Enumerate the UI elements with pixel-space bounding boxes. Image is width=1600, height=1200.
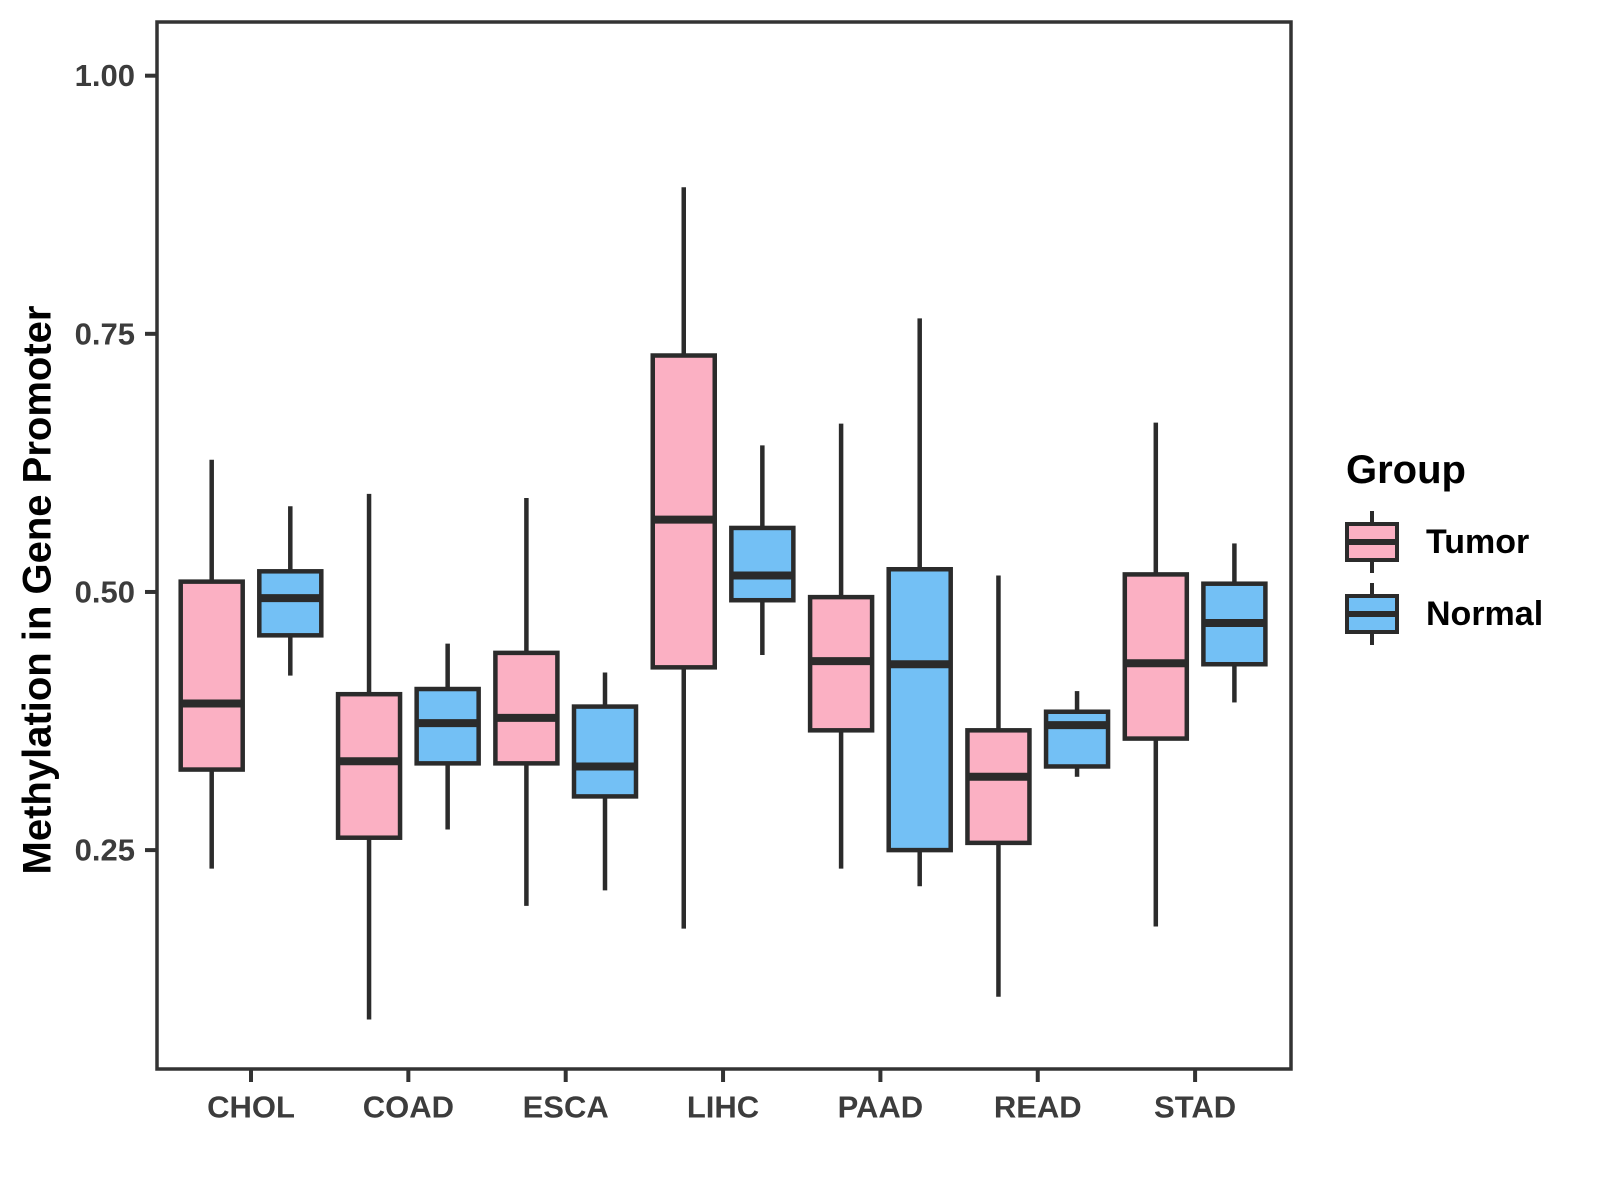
box-normal-LIHC — [729, 525, 796, 603]
legend-label-normal: Normal — [1426, 594, 1544, 633]
x-tick-label-STAD: STAD — [1154, 1090, 1236, 1125]
box-normal-CHOL — [257, 569, 324, 638]
box-normal-READ — [1043, 709, 1111, 769]
x-tick-label-COAD: COAD — [363, 1090, 454, 1125]
box-tumor-COAD — [335, 691, 403, 840]
panel-border — [155, 20, 1293, 1071]
tumor-boxplot-key-icon — [1345, 511, 1399, 573]
normal-boxplot-key-icon — [1345, 583, 1399, 645]
x-tick-label-READ: READ — [994, 1090, 1082, 1125]
box-tumor-STAD — [1122, 572, 1190, 741]
y-tick-label-0.50: 0.50 — [75, 574, 135, 609]
x-tick-label-LIHC: LIHC — [687, 1090, 759, 1125]
legend-item-tumor: Tumor — [1340, 509, 1543, 575]
box-normal-ESCA — [571, 704, 639, 799]
legend: Group Tumor Normal — [1340, 448, 1543, 653]
box-tumor-LIHC — [650, 353, 717, 670]
box-tumor-CHOL — [178, 579, 245, 772]
legend-label-tumor: Tumor — [1426, 522, 1530, 561]
x-tick-label-PAAD: PAAD — [838, 1090, 924, 1125]
legend-item-normal: Normal — [1340, 581, 1543, 647]
y-tick-label-1.00: 1.00 — [75, 58, 135, 93]
legend-title: Group — [1346, 448, 1466, 492]
x-tick-label-CHOL: CHOL — [207, 1090, 295, 1125]
x-tick-label-ESCA: ESCA — [523, 1090, 609, 1125]
box-normal-PAAD — [886, 566, 953, 853]
box-tumor-READ — [965, 728, 1032, 846]
y-tick-label-0.25: 0.25 — [75, 833, 135, 868]
y-axis-title: Methylation in Gene Promoter — [15, 305, 60, 875]
box-tumor-ESCA — [493, 650, 560, 766]
y-tick-label-0.75: 0.75 — [75, 316, 135, 351]
